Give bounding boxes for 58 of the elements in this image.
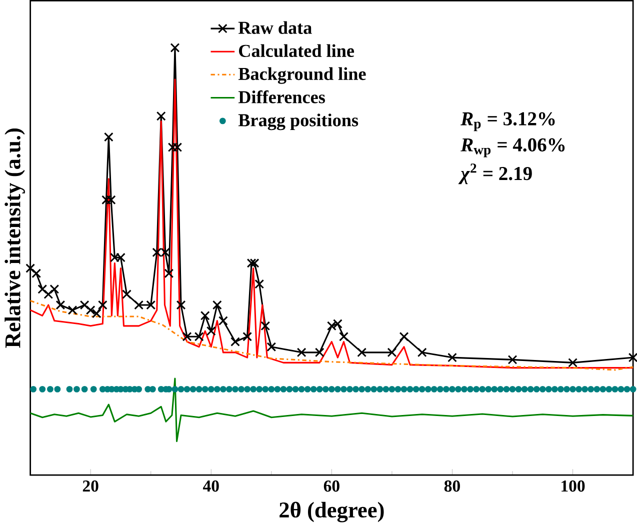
annotation: R$_{p}$ = 3.12% — [460, 112, 555, 132]
point — [56, 300, 66, 310]
point — [170, 43, 180, 52]
point — [254, 279, 264, 289]
point — [200, 311, 210, 320]
legend-label: Raw data — [238, 21, 312, 34]
point — [628, 352, 637, 362]
point — [164, 268, 174, 278]
point — [387, 348, 397, 358]
point — [38, 284, 48, 294]
point — [266, 342, 276, 352]
y-axis-title: Relative intensity (a.u.) — [4, 128, 25, 348]
legend-label: Background line — [238, 67, 366, 84]
point — [182, 332, 192, 342]
point — [176, 300, 186, 310]
legend-label: Bragg positions — [238, 114, 358, 130]
point — [26, 264, 36, 273]
point — [212, 300, 222, 310]
point — [32, 268, 42, 278]
point — [134, 300, 144, 310]
point — [508, 355, 518, 364]
point — [68, 305, 78, 315]
point — [314, 348, 324, 358]
x-tick-label: 60 — [324, 480, 340, 492]
x-tick-label: 20 — [82, 480, 98, 492]
point — [250, 258, 260, 268]
point — [156, 111, 166, 121]
point — [242, 332, 252, 342]
point — [98, 300, 108, 310]
point — [206, 326, 216, 336]
point — [218, 316, 228, 326]
point — [230, 337, 240, 346]
point — [296, 348, 306, 358]
point — [417, 348, 427, 358]
annotation: R$_{wp}$ = 4.06% — [460, 138, 565, 158]
legend-label: Calculated line — [239, 44, 354, 58]
point — [86, 305, 96, 315]
point — [260, 321, 270, 331]
point — [146, 300, 156, 310]
point — [357, 348, 367, 358]
x-axis-title: 2θ (degree) — [280, 502, 384, 522]
point — [339, 332, 348, 342]
point — [44, 290, 54, 300]
x-tick-label: 100 — [562, 480, 585, 492]
point — [194, 332, 204, 342]
point — [448, 352, 457, 362]
legend-label: Differences — [238, 90, 325, 104]
point — [399, 332, 409, 342]
point — [50, 284, 60, 294]
annotation: χ$^{2}$ = 2.19 — [458, 164, 532, 184]
point — [122, 290, 132, 300]
point — [246, 258, 256, 268]
point — [80, 300, 90, 310]
point — [104, 132, 114, 142]
x-tick-label: 80 — [444, 480, 460, 492]
point — [92, 308, 102, 318]
point — [568, 358, 578, 368]
x-tick-label: 40 — [202, 480, 219, 492]
